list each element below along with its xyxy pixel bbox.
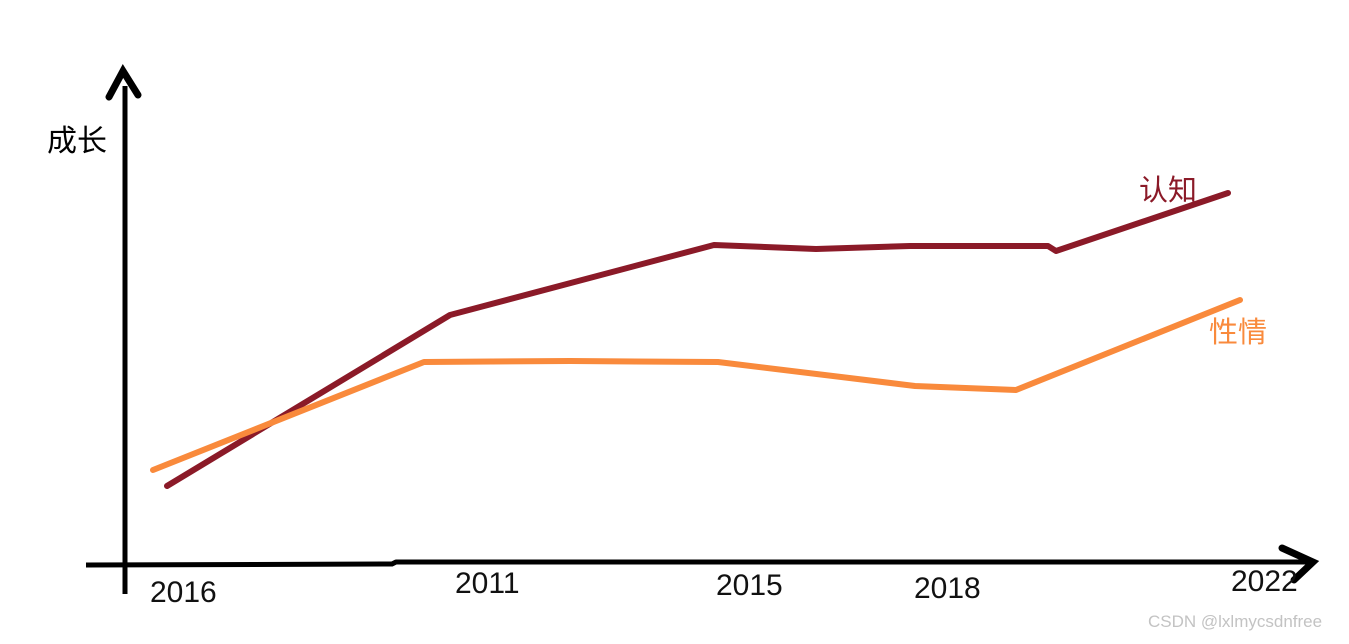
x-tick-label-2022: 2022 bbox=[1231, 565, 1298, 598]
series-line-temperament bbox=[150, 297, 1243, 473]
y-axis-arrow-icon bbox=[105, 64, 142, 101]
x-tick-label-2015: 2015 bbox=[716, 569, 783, 602]
y-axis-label: 成长 bbox=[47, 125, 107, 158]
series-label-temperament: 性情 bbox=[1209, 317, 1268, 349]
x-axis-arrow-icon bbox=[1278, 544, 1320, 584]
x-tick-label-2018: 2018 bbox=[914, 572, 981, 605]
csdn-watermark: CSDN @lxlmycsdnfree bbox=[1148, 612, 1323, 631]
x-axis-line bbox=[85, 559, 1308, 568]
series-line-cognition bbox=[164, 190, 1231, 489]
x-tick-label-2011: 2011 bbox=[455, 567, 520, 600]
series-label-cognition: 认知 bbox=[1139, 175, 1198, 207]
x-tick-label-2016: 2016 bbox=[150, 576, 217, 609]
